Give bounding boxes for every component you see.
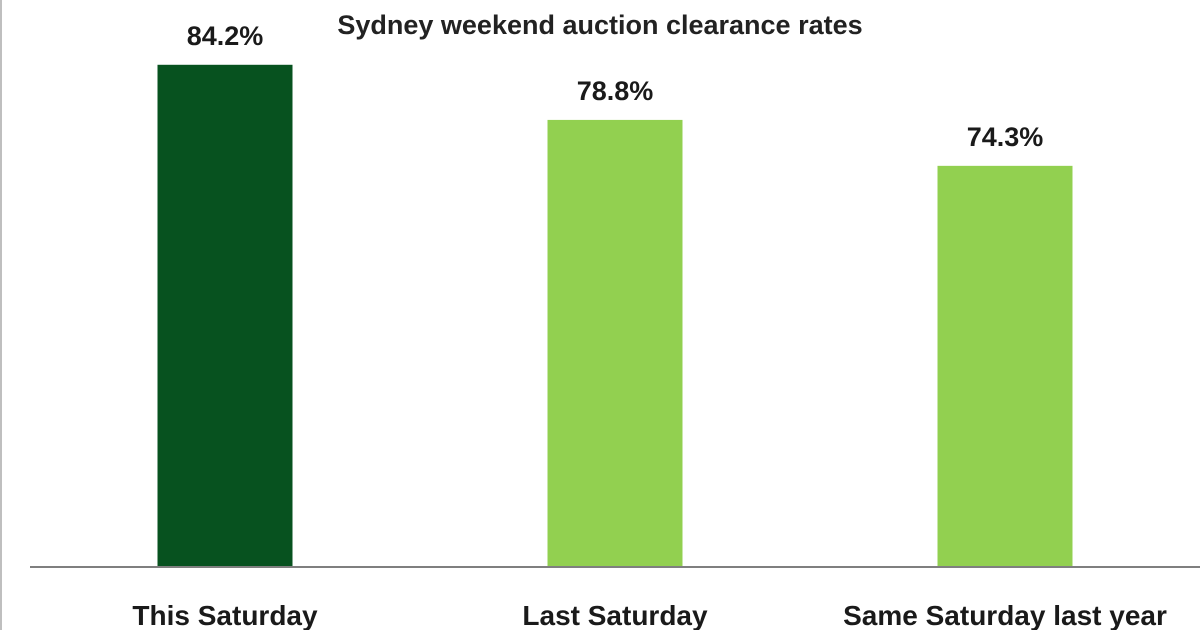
- data-labels-group: 84.2% 78.8% 74.3%: [187, 21, 1044, 152]
- data-label-2: 78.8%: [577, 76, 654, 106]
- data-label-3: 74.3%: [967, 122, 1044, 152]
- chart-title: Sydney weekend auction clearance rates: [337, 10, 862, 40]
- category-label-1: This Saturday: [132, 600, 318, 630]
- bar-1: [157, 64, 293, 567]
- category-label-3: Same Saturday last year: [843, 600, 1167, 630]
- category-label-2: Last Saturday: [522, 600, 708, 630]
- bar-3: [937, 165, 1073, 568]
- bars-group: [157, 64, 1073, 568]
- bar-2: [547, 119, 683, 568]
- data-label-1: 84.2%: [187, 21, 264, 51]
- category-labels-group: This Saturday Last Saturday Same Saturday …: [132, 600, 1167, 630]
